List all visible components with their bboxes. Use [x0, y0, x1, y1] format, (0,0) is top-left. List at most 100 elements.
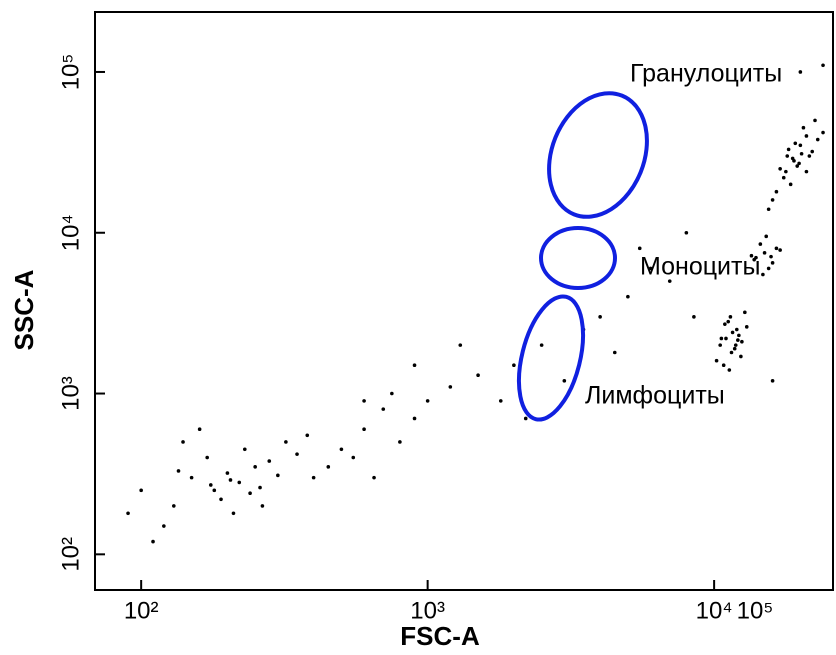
- point: [728, 315, 733, 319]
- point: [372, 475, 376, 480]
- point: [785, 154, 790, 158]
- point: [351, 455, 356, 460]
- point: [305, 433, 310, 438]
- point: [743, 310, 747, 315]
- point: [648, 266, 653, 271]
- point: [761, 272, 765, 277]
- point: [667, 279, 672, 283]
- point: [197, 427, 202, 432]
- point: [810, 149, 815, 154]
- point: [172, 504, 176, 508]
- point: [790, 156, 795, 161]
- point: [735, 327, 739, 332]
- point: [764, 234, 769, 239]
- point: [729, 350, 734, 355]
- y-tick-label: 10⁵: [57, 54, 84, 91]
- point: [714, 358, 719, 363]
- point: [212, 488, 217, 493]
- point: [219, 497, 223, 502]
- point: [752, 257, 756, 262]
- point: [176, 469, 181, 473]
- point: [598, 315, 602, 319]
- point: [774, 246, 779, 251]
- gate-monocytes: [539, 226, 617, 290]
- point: [726, 319, 731, 324]
- point: [730, 330, 735, 335]
- point: [804, 169, 809, 174]
- gate-lymphocytes: [516, 294, 586, 422]
- y-tick-label: 10³: [57, 376, 84, 411]
- x-tick-label: 10²: [124, 597, 159, 624]
- point: [736, 338, 740, 342]
- point: [788, 182, 793, 187]
- point: [807, 154, 812, 158]
- y-tick-label: 10²: [57, 537, 84, 572]
- point: [189, 475, 194, 480]
- gates: [516, 91, 649, 422]
- point: [412, 363, 417, 368]
- y-tick-label: 10⁴: [57, 214, 84, 251]
- point: [793, 141, 798, 146]
- point: [126, 511, 130, 516]
- point: [799, 151, 804, 156]
- point: [228, 478, 233, 482]
- point: [692, 315, 696, 319]
- point: [781, 175, 786, 180]
- points: [126, 63, 825, 544]
- gate-label: Лимфоциты: [585, 382, 725, 410]
- point: [242, 447, 247, 452]
- point: [723, 322, 727, 326]
- point: [425, 399, 430, 403]
- point: [798, 143, 803, 148]
- point: [732, 346, 737, 351]
- point: [637, 246, 642, 251]
- point: [362, 399, 366, 403]
- point: [778, 248, 782, 252]
- point: [476, 373, 480, 378]
- point: [804, 134, 809, 138]
- point: [181, 440, 185, 444]
- point: [774, 189, 779, 194]
- point: [801, 125, 806, 130]
- point: [498, 399, 503, 403]
- x-tick-label: 10⁵: [737, 597, 774, 624]
- point: [727, 368, 732, 372]
- point: [813, 118, 817, 123]
- point: [162, 524, 166, 528]
- point: [739, 354, 743, 359]
- point: [770, 379, 775, 383]
- x-tick-label: 10⁴: [696, 597, 733, 624]
- point: [786, 147, 791, 152]
- point: [718, 343, 722, 347]
- point: [151, 539, 155, 544]
- point: [448, 385, 453, 389]
- point: [458, 343, 463, 347]
- point: [740, 339, 744, 344]
- point: [339, 447, 344, 452]
- point: [311, 475, 316, 480]
- point: [815, 137, 820, 142]
- point: [626, 294, 630, 299]
- point: [139, 488, 143, 493]
- point: [284, 440, 288, 444]
- point: [253, 465, 257, 469]
- point: [258, 485, 262, 490]
- point: [821, 63, 825, 68]
- point: [539, 343, 544, 347]
- point: [744, 325, 749, 329]
- point: [719, 336, 724, 341]
- point: [248, 491, 252, 495]
- point: [260, 504, 265, 508]
- point: [766, 266, 771, 271]
- point: [684, 230, 689, 235]
- point: [225, 471, 230, 475]
- point: [390, 391, 394, 396]
- point: [276, 473, 280, 478]
- point: [758, 242, 763, 246]
- point: [737, 333, 741, 338]
- gate-label: Гранулоциты: [630, 60, 782, 88]
- point: [205, 455, 209, 460]
- gate-granulocytes: [547, 91, 649, 219]
- point: [724, 336, 728, 341]
